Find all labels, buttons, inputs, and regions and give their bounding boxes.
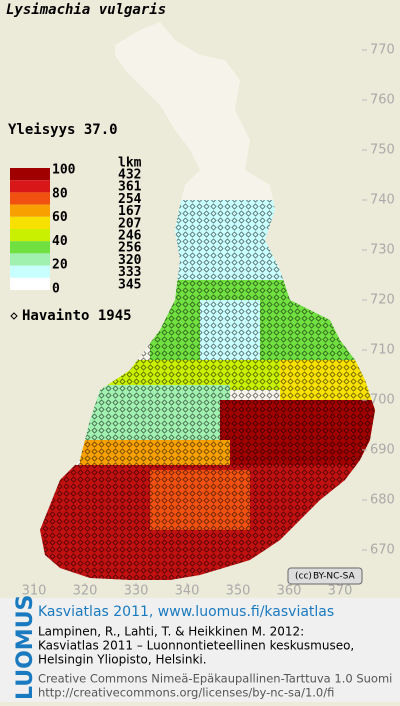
legend-scale-label: 0 bbox=[52, 282, 60, 297]
legend-count: 361 bbox=[118, 180, 142, 195]
title: Lysimachia vulgaris bbox=[6, 2, 166, 18]
observation-symbol bbox=[10, 312, 18, 320]
citation-line: Helsingin Yliopisto, Helsinki. bbox=[38, 653, 207, 667]
y-tick-label: 740 bbox=[370, 193, 395, 208]
legend-swatch bbox=[10, 192, 50, 205]
x-tick-label: 340 bbox=[175, 584, 200, 599]
x-tick-label: 310 bbox=[22, 584, 47, 599]
footer-background bbox=[0, 598, 400, 702]
legend-count: 256 bbox=[118, 241, 142, 256]
legend-swatch bbox=[10, 277, 50, 290]
license-url: http://creativecommons.org/licenses/by-n… bbox=[38, 686, 334, 700]
x-tick-label: 370 bbox=[328, 584, 353, 599]
headline: Kasviatlas 2011, www.luomus.fi/kasviatla… bbox=[38, 604, 334, 620]
y-tick-label: 700 bbox=[370, 393, 395, 408]
legend-scale-label: 100 bbox=[52, 163, 76, 178]
legend-count-header: lkm bbox=[118, 156, 142, 171]
x-tick-label: 320 bbox=[73, 584, 98, 599]
legend-swatch bbox=[10, 241, 50, 254]
legend-count: 167 bbox=[118, 204, 141, 219]
license-badge-text: BY-NC-SA bbox=[313, 572, 356, 582]
legend-scale-label: 80 bbox=[52, 186, 68, 201]
observation-label: Havainto 1945 bbox=[22, 308, 132, 324]
x-tick-label: 350 bbox=[226, 584, 251, 599]
legend-count: 320 bbox=[118, 253, 142, 268]
legend-count: 432 bbox=[118, 168, 141, 183]
legend-swatch bbox=[10, 168, 50, 181]
logo: LUOMUS bbox=[13, 595, 38, 700]
y-tick-label: 720 bbox=[370, 293, 395, 308]
legend-swatch bbox=[10, 265, 50, 278]
legend-scale-label: 60 bbox=[52, 210, 68, 225]
y-tick-label: 770 bbox=[370, 43, 395, 58]
citation-line: Kasviatlas 2011 – Luonnontieteellinen ke… bbox=[38, 639, 354, 653]
y-tick-label: 690 bbox=[370, 443, 395, 458]
legend-count: 246 bbox=[118, 229, 142, 244]
legend-count: 254 bbox=[118, 192, 142, 207]
legend-swatch bbox=[10, 253, 50, 266]
license-text: Creative Commons Nimeä-Epäkaupallinen-Ta… bbox=[38, 672, 392, 686]
legend-swatch bbox=[10, 229, 50, 242]
legend-count: 345 bbox=[118, 277, 141, 292]
legend-count: 333 bbox=[118, 265, 141, 280]
legend-count: 207 bbox=[118, 216, 141, 231]
y-tick-label: 730 bbox=[370, 243, 395, 258]
citation-line: Lampinen, R., Lahti, T. & Heikkinen M. 2… bbox=[38, 625, 304, 639]
y-tick-label: 680 bbox=[370, 493, 395, 508]
y-tick-label: 670 bbox=[370, 543, 395, 558]
x-tick-label: 330 bbox=[124, 584, 149, 599]
legend-scale-label: 40 bbox=[52, 234, 68, 249]
legend-swatch bbox=[10, 180, 50, 193]
cc-icon: (cc) bbox=[295, 572, 312, 582]
legend-scale-label: 20 bbox=[52, 258, 68, 273]
y-tick-label: 750 bbox=[370, 143, 395, 158]
license-badge bbox=[287, 567, 363, 585]
frequency: Yleisyys 37.0 bbox=[8, 122, 118, 138]
x-tick-label: 360 bbox=[277, 584, 302, 599]
legend-swatch bbox=[10, 216, 50, 229]
y-tick-label: 760 bbox=[370, 93, 395, 108]
legend-swatch bbox=[10, 204, 50, 217]
y-tick-label: 710 bbox=[370, 343, 395, 358]
